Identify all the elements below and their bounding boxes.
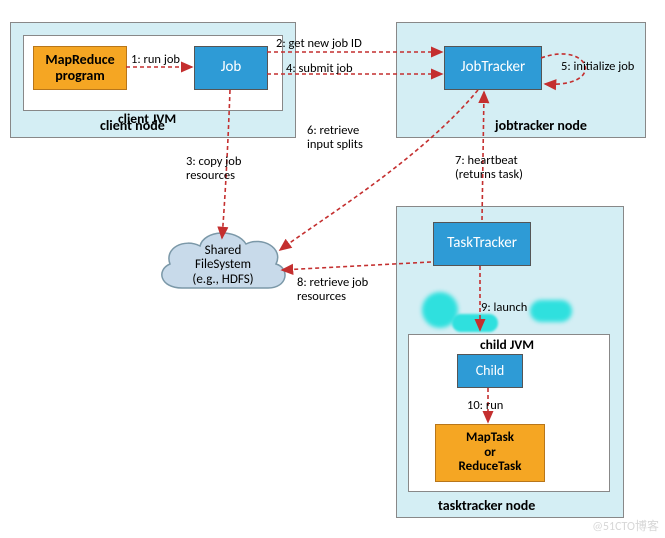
child-jvm-label: child JVM	[480, 338, 534, 353]
client-jvm-label: client JVM	[118, 112, 176, 127]
maptask-box: MapTaskorReduceTask	[435, 424, 545, 482]
watermark: @51CTO博客	[592, 517, 659, 534]
smudge-2	[452, 314, 498, 332]
job-label: Job	[221, 59, 242, 76]
smudge-3	[530, 300, 572, 322]
cloud-l3: (e.g., HDFS)	[192, 272, 253, 287]
tasktracker-label: TaskTracker	[447, 235, 517, 252]
hdfs-cloud: Shared FileSystem (e.g., HDFS)	[150, 220, 290, 310]
jobtracker-node-label: jobtracker node	[495, 118, 587, 133]
edge9-label: 9: launch	[481, 301, 527, 315]
tasktracker-box: TaskTracker	[433, 222, 531, 266]
child-box: Child	[457, 354, 523, 388]
job-box: Job	[194, 46, 268, 90]
maptask-label: MapTaskorReduceTask	[459, 431, 522, 476]
edge1-label: 1: run job	[131, 53, 180, 67]
cloud-l2: FileSystem	[195, 257, 251, 272]
edge10-label: 10: run	[467, 399, 503, 413]
tasktracker-node-label: tasktracker node	[438, 498, 535, 513]
jobtracker-box: JobTracker	[444, 46, 542, 90]
edge8-label: 8: retrieve jobresources	[297, 276, 368, 304]
jobtracker-label: JobTracker	[461, 59, 525, 76]
edge6-label: 6: retrieveinput splits	[307, 124, 363, 152]
edge2-label: 2: get new job ID	[276, 37, 362, 51]
edge4-label: 4: submit job	[286, 62, 353, 76]
cloud-l1: Shared	[205, 243, 242, 258]
edge5-label: 5: initialize job	[561, 60, 634, 74]
cloud-text: Shared FileSystem (e.g., HDFS)	[188, 244, 258, 287]
mapreduce-label: MapReduceprogram	[45, 52, 114, 84]
mapreduce-program-box: MapReduceprogram	[33, 46, 127, 90]
edge3-label: 3: copy jobresources	[186, 155, 241, 183]
edge7-label: 7: heartbeat(returns task)	[455, 154, 523, 182]
child-label: Child	[476, 363, 505, 379]
